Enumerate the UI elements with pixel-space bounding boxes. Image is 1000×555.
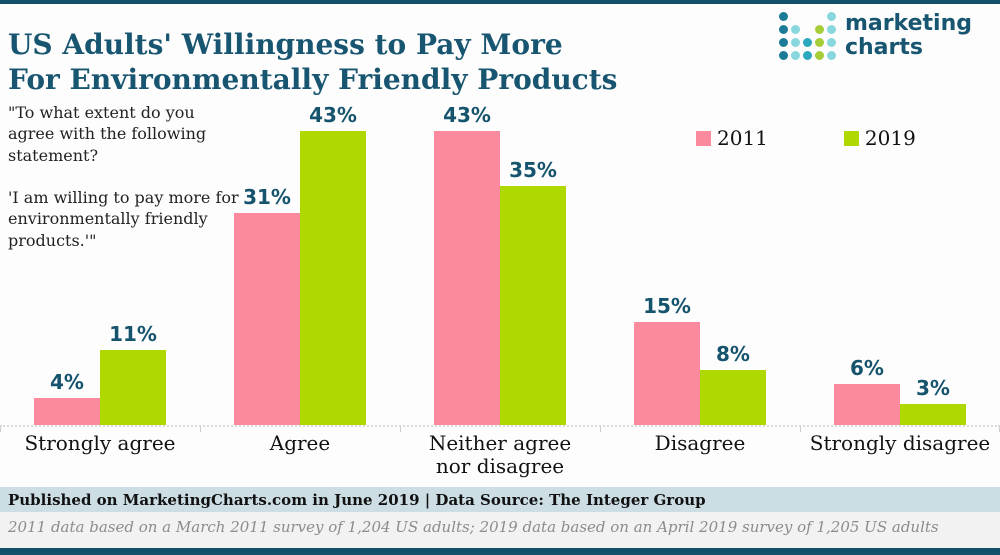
legend-item-2011: 2011: [696, 126, 768, 150]
logo-dot: [814, 25, 824, 34]
bar-value-label: 35%: [509, 158, 557, 182]
bar-rect: [234, 213, 300, 425]
bar-2011-4: 15%: [634, 95, 700, 425]
axis-tick: [200, 427, 201, 432]
logo-dot: [814, 51, 824, 60]
bar-group-5: 6% 3%: [800, 95, 1000, 425]
bar-rect: [700, 370, 766, 425]
logo-dot: [778, 38, 788, 47]
logo-dot: [778, 51, 788, 60]
bar-group-3: 43% 35%: [400, 95, 600, 425]
bar-2011-5: 6%: [834, 95, 900, 425]
legend-label-2019: 2019: [864, 126, 916, 150]
bar-value-label: 8%: [716, 342, 750, 366]
category-label-5: Strongly disagree: [809, 431, 991, 455]
bar-rect: [100, 350, 166, 425]
bar-value-label: 43%: [309, 103, 357, 127]
axis-tick: [400, 427, 401, 432]
logo-dot: [826, 51, 836, 60]
bar-rect: [34, 398, 100, 425]
bar-2019-5: 3%: [900, 95, 966, 425]
bar-value-label: 4%: [50, 370, 84, 394]
bar-2019-1: 11%: [100, 95, 166, 425]
bar-rect: [634, 322, 700, 425]
category-label-3: Neither agree nor disagree: [428, 431, 572, 478]
axis-tick: [600, 427, 601, 432]
logo-dot: [826, 38, 836, 47]
legend-item-2019: 2019: [843, 126, 916, 150]
axis-tick: [800, 427, 801, 432]
axis-tick: [0, 427, 1, 432]
bar-value-label: 3%: [916, 376, 950, 400]
bar-2019-2: 43%: [300, 95, 366, 425]
bar-chart-plot: 4% 11% 31% 43% 43% 35% 15% 8% 6% 3%: [0, 95, 1000, 425]
bar-2019-4: 8%: [700, 95, 766, 425]
bottom-accent-bar: [0, 548, 1000, 555]
bar-value-label: 11%: [109, 322, 157, 346]
survey-question-text: "To what extent do you agree with the fo…: [8, 103, 239, 250]
top-accent-bar: [0, 0, 1000, 4]
logo-dot: [802, 51, 812, 60]
category-label-2: Agree: [269, 431, 331, 455]
category-label-4: Disagree: [654, 431, 746, 455]
bar-group-4: 15% 8%: [600, 95, 800, 425]
category-label-1: Strongly agree: [24, 431, 176, 455]
logo-dot: [802, 38, 812, 47]
bar-value-label: 31%: [243, 185, 291, 209]
bar-2011-1: 4%: [34, 95, 100, 425]
bar-group-1: 4% 11%: [0, 95, 200, 425]
legend-label-2011: 2011: [717, 126, 768, 150]
publication-text: Published on MarketingCharts.com in June…: [8, 490, 706, 509]
bar-2011-3: 43%: [434, 95, 500, 425]
x-axis-category-labels: Strongly agree Agree Neither agree nor dis…: [0, 432, 1000, 478]
bar-rect: [834, 384, 900, 425]
bar-2011-2: 31%: [234, 95, 300, 425]
bar-rect: [900, 404, 966, 425]
x-axis-line: [0, 425, 1000, 432]
logo-dot: [790, 38, 800, 47]
legend-swatch-2011: [696, 130, 711, 146]
legend: 2011 2019: [696, 126, 916, 150]
logo-dot: [826, 12, 836, 21]
bar-value-label: 6%: [850, 356, 884, 380]
logo-dot: [790, 25, 800, 34]
bar-value-label: 15%: [643, 294, 691, 318]
bar-value-label: 43%: [443, 103, 491, 127]
marketingcharts-logo: marketing charts: [778, 10, 972, 62]
bar-2019-3: 35%: [500, 95, 566, 425]
bar-group-2: 31% 43%: [200, 95, 400, 425]
footnote-bar: 2011 data based on a March 2011 survey o…: [0, 512, 1000, 548]
publication-bar: Published on MarketingCharts.com in June…: [0, 487, 1000, 512]
bar-rect: [300, 131, 366, 425]
logo-dot: [790, 51, 800, 60]
logo-text: marketing charts: [844, 11, 972, 61]
logo-dot: [778, 12, 788, 21]
page-title: US Adults' Willingness to Pay More For E…: [8, 27, 618, 97]
bar-rect: [434, 131, 500, 425]
logo-dot: [814, 38, 824, 47]
footnote-text: 2011 data based on a March 2011 survey o…: [8, 518, 939, 536]
legend-swatch-2019: [843, 130, 859, 146]
logo-dot: [826, 25, 836, 34]
bar-rect: [500, 186, 566, 425]
logo-dot: [778, 25, 788, 34]
logo-dots-icon: [778, 12, 836, 62]
